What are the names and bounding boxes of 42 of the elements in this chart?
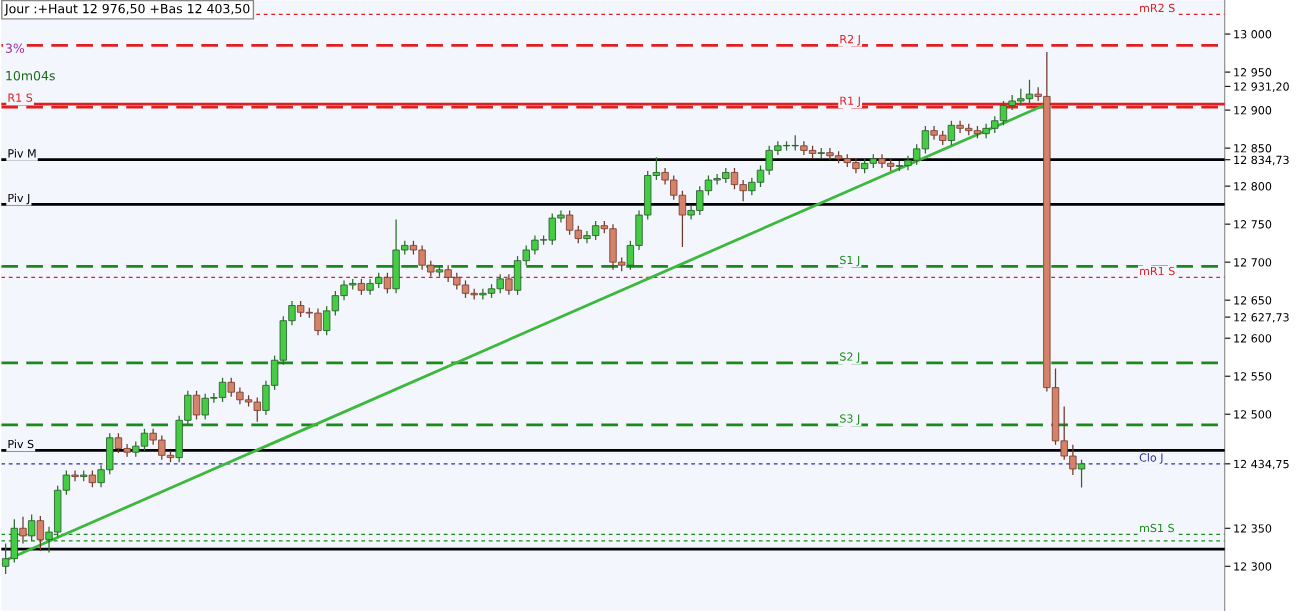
ref-line-label: R2 J	[840, 34, 860, 46]
ref-line-label: mR2 S	[1140, 3, 1175, 13]
candlestick	[192, 390, 201, 421]
y-tick-label: 12 700	[1234, 258, 1272, 267]
y-tick-label: 12 300	[1234, 562, 1272, 571]
y-tick-label: 12 350	[1234, 524, 1272, 533]
ref-line-label: S1 J	[840, 255, 860, 267]
candlestick	[1077, 459, 1086, 489]
ref-line-label: R1 S	[8, 93, 33, 102]
candlestick	[36, 515, 45, 552]
y-tick-label: 12 900	[1234, 106, 1272, 115]
y-tick-label: 12 434,75	[1234, 459, 1289, 470]
ref-line-label: mR1 S	[1140, 266, 1175, 276]
y-tick-label: 12 600	[1234, 334, 1272, 343]
y-tick-label: 12 650	[1234, 296, 1272, 305]
annotation: 3%	[5, 43, 25, 53]
y-tick-label: 12 850	[1234, 144, 1272, 153]
candlestick	[947, 120, 956, 146]
y-tick-label: 12 750	[1234, 220, 1272, 229]
candlestick	[71, 469, 79, 482]
y-tick-label: 12 627,73	[1234, 313, 1289, 323]
y-tick-label: 12 931,20	[1234, 82, 1289, 92]
ref-line-label: R1 J	[840, 96, 860, 107]
ref-line-label: S2 J	[840, 352, 860, 363]
candlestick	[383, 272, 392, 294]
ref-line-label: mS1 S	[1140, 523, 1174, 533]
y-tick-label: 12 950	[1234, 68, 1272, 77]
ref-line-label: Piv S	[8, 439, 34, 449]
ref-line-label: Piv J	[8, 193, 30, 205]
candlestick	[19, 516, 27, 545]
y-tick-label: 12 800	[1234, 182, 1272, 191]
candlestick	[505, 273, 513, 296]
annotation: 10m04s	[6, 70, 55, 81]
chart-title: Jour :+Haut 12 976,50 +Bas 12 403,50	[4, 3, 250, 16]
ref-line-label: Clo J	[1139, 453, 1163, 464]
y-tick-label: 12 550	[1234, 372, 1272, 381]
y-tick-label: 12 834,73	[1234, 155, 1289, 166]
y-tick-label: 12 500	[1234, 410, 1272, 419]
ref-line-label: Piv M	[8, 148, 36, 158]
candlestick	[27, 513, 36, 542]
ref-line-label: S3 J	[840, 414, 860, 425]
y-tick-label: 13 000	[1234, 30, 1272, 39]
